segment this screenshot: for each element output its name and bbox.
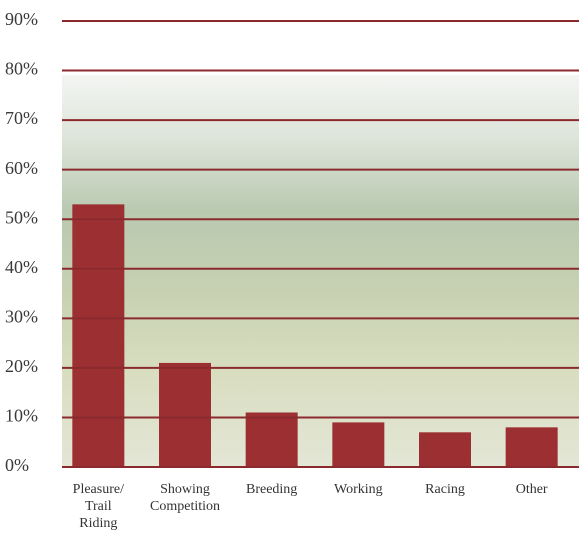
x-tick-label: Other [515,482,548,497]
y-tick-label: 0% [5,455,29,475]
y-tick-label: 40% [5,257,38,277]
x-tick-label: Showing Competition [150,482,220,514]
x-tick-label: Racing [425,482,465,497]
bar [159,362,211,467]
y-tick-label: 10% [5,406,38,426]
y-tick-label: 30% [5,306,38,326]
bar [505,427,558,467]
y-tick-label: 20% [5,356,38,376]
background-photo [62,75,579,467]
y-tick-label: 60% [5,158,38,178]
x-tick-label: Breeding [245,482,298,497]
bar [332,422,385,467]
bar [419,432,471,467]
y-tick-label: 90% [5,9,38,29]
bar [245,412,298,467]
y-tick-label: 70% [5,108,38,128]
x-tick-label: Working [334,482,383,497]
bar [72,204,125,467]
y-tick-label: 50% [5,207,38,227]
x-tick-label: Pleasure/ Trail Riding [72,482,124,531]
y-tick-label: 80% [5,59,38,79]
